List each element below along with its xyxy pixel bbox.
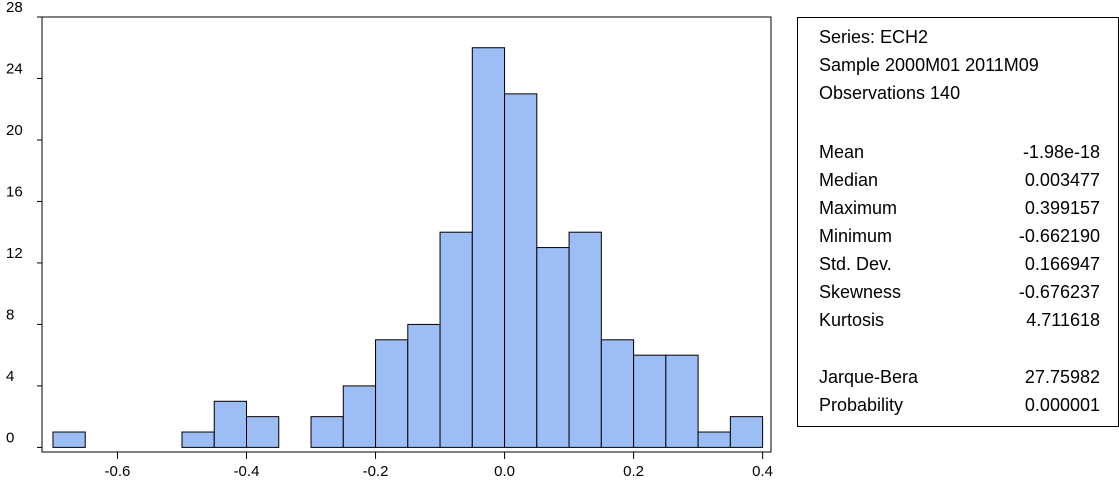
stat-value: 0.166947 (1025, 254, 1100, 274)
stat-value: 4.711618 (1026, 310, 1100, 330)
stat-label: Median (819, 170, 878, 190)
test-value: 27.75982 (1025, 367, 1100, 387)
bar (666, 355, 698, 447)
test-label: Probability (819, 395, 903, 415)
y-tick-label: 8 (6, 306, 14, 323)
stats-box (798, 18, 1119, 427)
x-tick-label: -0.6 (105, 463, 131, 480)
stat-value: 0.003477 (1025, 170, 1100, 190)
bar (182, 432, 214, 447)
bar (698, 432, 730, 447)
bar (730, 417, 762, 448)
y-tick-label: 4 (6, 368, 14, 385)
stat-value: -1.98e-18 (1023, 142, 1100, 162)
x-tick-label: 0.4 (752, 463, 773, 480)
stat-label: Mean (819, 142, 864, 162)
stats-header: Sample 2000M01 2011M09 (819, 55, 1039, 75)
bar (537, 248, 569, 448)
bar (505, 94, 537, 448)
stat-value: 0.399157 (1025, 198, 1100, 218)
bar (311, 417, 343, 448)
stat-value: -0.662190 (1019, 226, 1100, 246)
stat-label: Skewness (819, 282, 901, 302)
stat-value: -0.676237 (1019, 282, 1100, 302)
stat-label: Minimum (819, 226, 892, 246)
bar (440, 232, 472, 447)
bar (247, 417, 279, 448)
stat-label: Maximum (819, 198, 897, 218)
x-tick-label: 0.0 (494, 463, 515, 480)
test-value: 0.000001 (1025, 395, 1100, 415)
x-tick-label: -0.4 (234, 463, 260, 480)
bar (214, 401, 246, 447)
y-tick-label: 16 (6, 183, 23, 200)
y-tick-label: 12 (6, 245, 23, 262)
stats-header: Series: ECH2 (819, 27, 928, 47)
test-label: Jarque-Bera (819, 367, 919, 387)
y-tick-label: 24 (6, 60, 23, 77)
stat-label: Kurtosis (819, 310, 884, 330)
bar (569, 232, 601, 447)
bar (601, 340, 633, 448)
bar (376, 340, 408, 448)
bar (472, 48, 504, 448)
x-tick-label: 0.2 (623, 463, 644, 480)
chart: 0 4 8 12 16 20 24 28 -0.6 -0.4 -0.2 0.0 0.2 0.4 Series… (0, 0, 1119, 484)
stats-header: Observations 140 (819, 83, 960, 103)
y-tick-label: 0 (6, 429, 14, 446)
x-tick-label: -0.2 (363, 463, 389, 480)
stat-label: Std. Dev. (819, 254, 892, 274)
bar (343, 386, 375, 447)
bar (408, 324, 440, 447)
y-tick-label: 28 (6, 0, 23, 16)
bar (634, 355, 666, 447)
bar (53, 432, 85, 447)
y-tick-label: 20 (6, 122, 23, 139)
